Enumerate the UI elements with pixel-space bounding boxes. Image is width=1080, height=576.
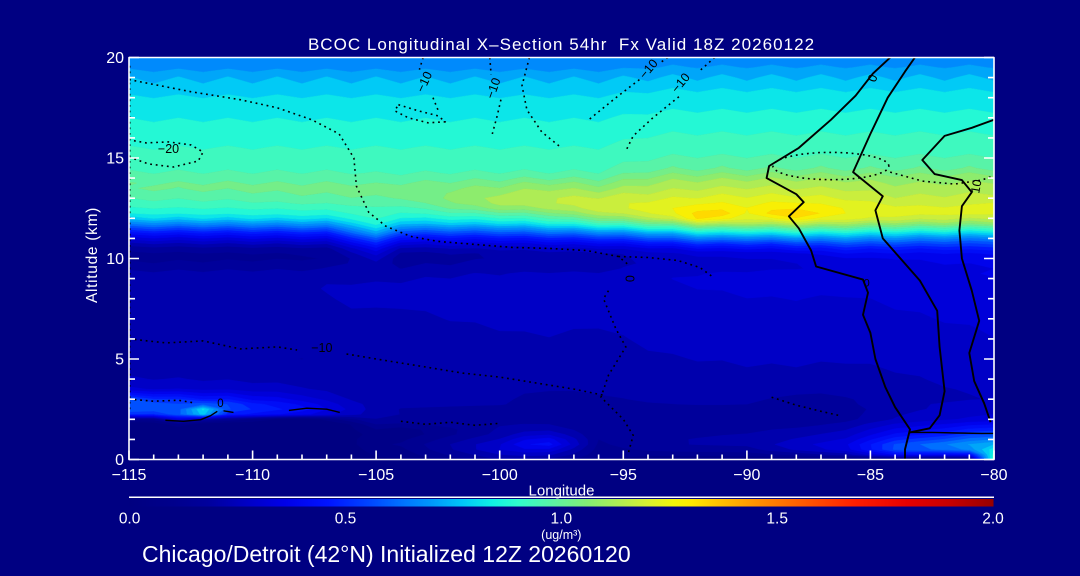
- svg-text:−80: −80: [980, 467, 1007, 484]
- svg-text:Altitude (km): Altitude (km): [84, 207, 101, 303]
- svg-text:0: 0: [865, 73, 881, 84]
- svg-text:−110: −110: [235, 467, 270, 484]
- svg-text:1.0: 1.0: [551, 511, 573, 528]
- svg-text:0: 0: [623, 275, 637, 282]
- svg-text:1.5: 1.5: [766, 511, 788, 528]
- svg-text:−10: −10: [483, 76, 503, 101]
- svg-text:2.0: 2.0: [982, 511, 1004, 528]
- svg-text:−10: −10: [311, 341, 332, 355]
- svg-text:5: 5: [115, 352, 124, 369]
- svg-text:−105: −105: [358, 467, 394, 484]
- svg-text:BCOC Longitudinal X–Section 54: BCOC Longitudinal X–Section 54hr Fx Vali…: [308, 35, 815, 54]
- svg-text:0.0: 0.0: [119, 511, 141, 528]
- svg-text:−20: −20: [158, 142, 179, 156]
- svg-text:0: 0: [864, 278, 870, 290]
- svg-text:0: 0: [217, 398, 223, 410]
- svg-text:−95: −95: [610, 467, 637, 484]
- svg-text:0.5: 0.5: [335, 511, 357, 528]
- svg-text:10: 10: [968, 178, 984, 194]
- svg-text:(ug/m³): (ug/m³): [541, 528, 581, 542]
- svg-text:15: 15: [106, 151, 124, 168]
- svg-text:−85: −85: [857, 467, 884, 484]
- svg-text:Longitude: Longitude: [529, 483, 595, 500]
- svg-text:Chicago/Detroit (42°N) Initial: Chicago/Detroit (42°N) Initialized 12Z 2…: [142, 541, 631, 567]
- svg-text:20: 20: [106, 50, 124, 67]
- svg-text:−100: −100: [482, 467, 518, 484]
- svg-text:10: 10: [106, 251, 124, 268]
- svg-text:−90: −90: [733, 467, 760, 484]
- svg-text:−115: −115: [112, 467, 147, 484]
- svg-text:0: 0: [115, 452, 124, 469]
